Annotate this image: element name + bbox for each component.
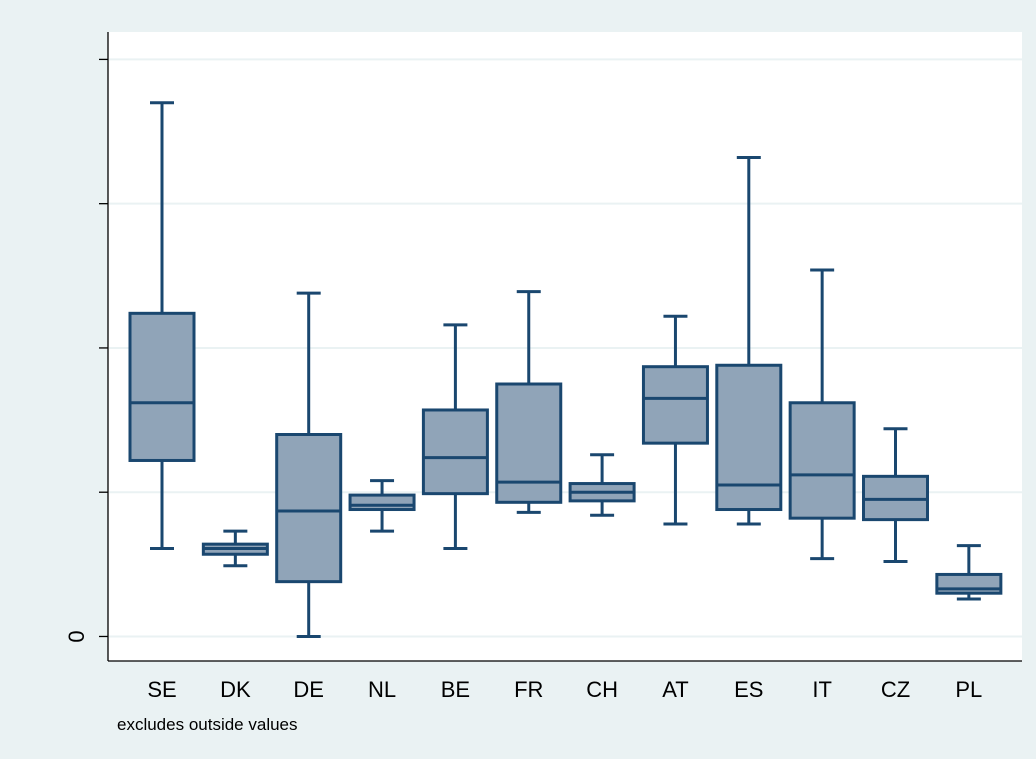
box-be [421, 323, 489, 550]
boxes [128, 101, 1003, 638]
box-at [641, 314, 709, 526]
plot-area [108, 32, 1022, 661]
box-fr [495, 290, 563, 514]
axes [99, 32, 1022, 662]
box-ch [568, 453, 636, 517]
box-pl [935, 544, 1003, 601]
x-category-label: SE [147, 677, 176, 702]
x-category-label: BE [441, 677, 470, 702]
box-se [128, 101, 196, 550]
iqr-box [128, 311, 196, 462]
x-category-label: DK [220, 677, 251, 702]
x-category-label: FR [514, 677, 543, 702]
iqr-box [715, 363, 783, 512]
box-nl [348, 479, 416, 533]
x-category-label: PL [955, 677, 982, 702]
box-es [715, 156, 783, 526]
box-de [275, 291, 343, 638]
chart-note: excludes outside values [117, 715, 298, 734]
iqr-box [495, 382, 563, 504]
x-category-label: CZ [881, 677, 910, 702]
x-category-label: DE [293, 677, 324, 702]
box-cz [862, 427, 929, 563]
x-category-label: IT [812, 677, 832, 702]
iqr-box [788, 401, 856, 520]
iqr-box [935, 572, 1003, 595]
iqr-box [275, 433, 343, 584]
iqr-box [348, 493, 416, 512]
iqr-box [641, 365, 709, 445]
x-category-label: CH [586, 677, 618, 702]
y-tick-label: 0 [64, 630, 89, 642]
labels: 0 SE DK DE NL BE FR CH AT ES IT CZ PL [64, 630, 982, 702]
x-category-label: NL [368, 677, 396, 702]
x-category-label: AT [662, 677, 688, 702]
iqr-box [421, 408, 489, 496]
box-dk [201, 529, 269, 568]
box-it [788, 268, 856, 561]
x-category-label: ES [734, 677, 763, 702]
